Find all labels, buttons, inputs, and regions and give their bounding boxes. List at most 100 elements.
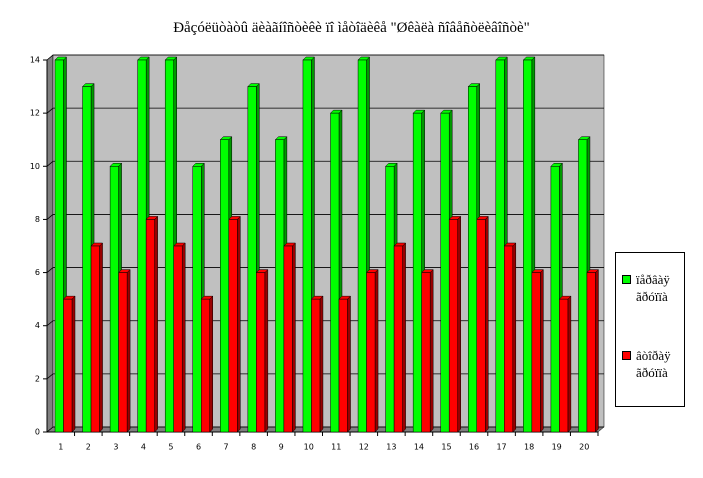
bar [137, 59, 147, 433]
bar-side [595, 268, 599, 433]
bar [550, 166, 560, 433]
bar [393, 245, 403, 433]
bar-side [540, 268, 544, 433]
x-tick-label: 4 [141, 443, 146, 452]
bar [385, 166, 395, 433]
bar [440, 112, 450, 433]
bar-side [485, 215, 489, 433]
bar-side [457, 215, 461, 433]
plot-floor [46, 426, 605, 433]
bar [504, 245, 514, 433]
bar [164, 59, 174, 433]
x-tick-label: 11 [331, 443, 341, 452]
chart-title: Ðåçóëüòàòû äèàãíîñòèêè ïî ìåòîäèêå "Øêàë… [173, 20, 530, 36]
y-tick-label: 8 [35, 215, 40, 224]
y-tick-label: 0 [35, 428, 40, 437]
x-tick-label: 1 [58, 443, 63, 452]
bar-side [429, 268, 434, 433]
legend-swatch [622, 275, 631, 284]
bar [366, 272, 376, 433]
plot-wall [46, 54, 54, 433]
bar [228, 219, 238, 433]
bar-side [512, 242, 517, 433]
legend-label: ïåðâàÿ ãðóïïà [636, 272, 670, 304]
bar [586, 272, 596, 433]
bar [338, 298, 348, 433]
bar [90, 245, 100, 433]
bar [275, 139, 285, 433]
x-tick-label: 8 [251, 443, 256, 452]
bar [118, 272, 128, 433]
y-tick-label: 4 [35, 321, 40, 330]
bar [54, 59, 64, 433]
x-tick-label: 17 [496, 443, 506, 452]
bar-side [374, 268, 379, 433]
y-tick-label: 14 [30, 56, 40, 65]
x-tick-label: 16 [469, 443, 479, 452]
bar-side [319, 295, 324, 433]
bar [311, 298, 321, 433]
x-tick-label: 3 [113, 443, 118, 452]
bar-side [126, 268, 131, 433]
bar-side [237, 215, 241, 433]
x-tick-label: 14 [414, 443, 424, 452]
bar [330, 112, 340, 433]
x-tick-label: 12 [359, 443, 369, 452]
bar [421, 272, 431, 433]
bar [531, 272, 541, 433]
grid-line [46, 107, 604, 114]
bar [201, 298, 210, 433]
bar [468, 86, 477, 433]
bar-side [209, 295, 213, 433]
legend-label: âòîðàÿ ãðóïïà [636, 348, 671, 380]
bar [523, 59, 533, 433]
x-tick-label: 20 [579, 443, 589, 452]
bar [412, 112, 422, 433]
bar [82, 86, 92, 433]
bar [192, 166, 202, 433]
bar [302, 59, 312, 433]
bar [559, 298, 569, 433]
bar [247, 86, 257, 433]
bar [448, 219, 458, 433]
bar-side [567, 295, 572, 433]
bar [357, 59, 367, 433]
x-tick-label: 5 [168, 443, 173, 452]
bar [109, 166, 119, 433]
y-tick-label: 2 [35, 374, 40, 383]
bar-side [292, 242, 296, 433]
x-tick-label: 7 [224, 443, 229, 452]
x-tick-label: 18 [524, 443, 534, 452]
legend-swatch [622, 351, 631, 360]
bar [220, 139, 230, 433]
y-tick-label: 6 [35, 268, 40, 277]
bar [476, 219, 486, 433]
x-tick-label: 19 [552, 443, 562, 452]
bar-side [402, 242, 406, 433]
grid-line [46, 54, 604, 61]
bar-side [71, 295, 76, 433]
legend: ïåðâàÿ ãðóïïà âòîðàÿ ãðóïïà [615, 252, 685, 407]
bar [173, 245, 183, 433]
bar [578, 139, 588, 433]
plot-background [52, 54, 605, 428]
bar-side [264, 268, 269, 433]
x-tick-label: 13 [386, 443, 396, 452]
bar [283, 245, 293, 433]
bar-side [181, 242, 186, 433]
y-tick-label: 12 [30, 109, 40, 118]
x-tick-label: 15 [441, 443, 451, 452]
x-tick-label: 6 [196, 443, 201, 452]
y-tick-label: 10 [30, 162, 40, 171]
bar [145, 219, 155, 433]
bar [495, 59, 505, 433]
bar-side [154, 215, 158, 433]
bar [256, 272, 266, 433]
bar-side [347, 295, 351, 433]
bar-side [99, 242, 103, 433]
x-tick-label: 9 [279, 443, 284, 452]
bar [63, 298, 73, 433]
x-tick-label: 2 [86, 443, 91, 452]
